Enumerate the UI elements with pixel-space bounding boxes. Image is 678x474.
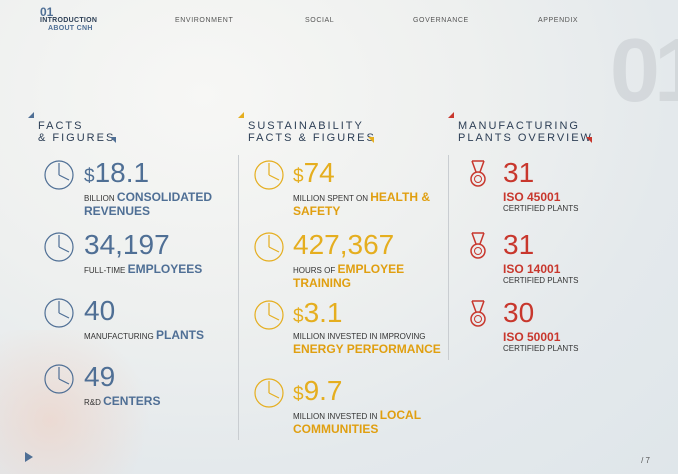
figure-number: 49 bbox=[84, 361, 116, 392]
nav-link[interactable]: APPENDIX bbox=[538, 17, 579, 24]
description-text: CERTIFIED PLANTS bbox=[503, 276, 579, 285]
description-text: R&D bbox=[84, 398, 101, 407]
divider bbox=[448, 155, 449, 360]
column-title: & FIGURES bbox=[38, 132, 116, 144]
icon bbox=[44, 232, 74, 262]
watermark: 01 bbox=[609, 21, 678, 121]
description: HOURS OF EMPLOYEE TRAINING bbox=[293, 263, 443, 291]
description-text: MILLION INVESTED IN IMPROVING bbox=[293, 332, 426, 341]
figure-number: 30 bbox=[503, 297, 535, 328]
figure: 30 bbox=[503, 298, 534, 328]
title-mark bbox=[448, 112, 454, 118]
title-mark bbox=[586, 137, 592, 143]
figure: 40 bbox=[84, 296, 115, 326]
highlight: EMPLOYEE TRAINING bbox=[293, 262, 405, 290]
figure-number: 34,197 bbox=[84, 229, 170, 260]
description: R&D CENTERS bbox=[84, 395, 234, 409]
title-mark bbox=[238, 112, 244, 118]
figure-number: 74 bbox=[303, 157, 335, 188]
description-text: HOURS OF bbox=[293, 266, 336, 275]
highlight: PLANTS bbox=[156, 328, 205, 342]
icon bbox=[254, 232, 284, 262]
figure-number: 427,367 bbox=[293, 229, 395, 260]
figure-number: 18.1 bbox=[94, 157, 150, 188]
figure: $9.7 bbox=[293, 376, 343, 410]
highlight: ISO 50001 bbox=[503, 330, 561, 344]
figure: $18.1 bbox=[84, 158, 149, 192]
icon bbox=[44, 160, 74, 190]
nav-link[interactable]: SOCIAL bbox=[305, 17, 335, 24]
description-text: FULL-TIME bbox=[84, 266, 126, 275]
icon bbox=[44, 298, 74, 328]
figure-number: 31 bbox=[503, 229, 535, 260]
description-text: CERTIFIED PLANTS bbox=[503, 204, 579, 213]
description-text: CERTIFIED PLANTS bbox=[503, 344, 579, 353]
icon bbox=[44, 364, 74, 394]
description: BILLION CONSOLIDATED REVENUES bbox=[84, 191, 234, 219]
title-mark bbox=[28, 112, 34, 118]
highlight: LOCAL COMMUNITIES bbox=[293, 408, 421, 436]
figure: 49 bbox=[84, 362, 115, 392]
description: FULL-TIME EMPLOYEES bbox=[84, 263, 234, 277]
figure: 31 bbox=[503, 158, 534, 188]
title-mark bbox=[368, 137, 374, 143]
figure: 427,367 bbox=[293, 230, 394, 260]
highlight: HEALTH & SAFETY bbox=[293, 190, 430, 218]
figure: $74 bbox=[293, 158, 335, 192]
corner-mark bbox=[25, 452, 33, 462]
figure-prefix: $ bbox=[293, 166, 304, 187]
section-title: INTRODUCTION bbox=[40, 17, 98, 24]
figure-prefix: $ bbox=[293, 384, 304, 405]
highlight: ISO 45001 bbox=[503, 190, 561, 204]
highlight: EMPLOYEES bbox=[127, 262, 203, 276]
column-title: FACTS & FIGURES bbox=[248, 132, 376, 144]
description: MILLION SPENT ON HEALTH & SAFETY bbox=[293, 191, 443, 219]
icon bbox=[470, 232, 486, 259]
description-text: MANUFACTURING bbox=[84, 332, 154, 341]
figure-number: 3.1 bbox=[303, 297, 343, 328]
figure-prefix: $ bbox=[293, 306, 304, 327]
description: MANUFACTURING PLANTS bbox=[84, 329, 234, 343]
column-title: FACTS bbox=[38, 120, 84, 132]
section-subtitle: ABOUT CNH bbox=[48, 25, 93, 32]
figure: 31 bbox=[503, 230, 534, 260]
column-title: PLANTS OVERVIEW bbox=[458, 132, 593, 144]
description: ISO 50001 CERTIFIED PLANTS bbox=[503, 331, 653, 355]
description: MILLION INVESTED IN LOCAL COMMUNITIES bbox=[293, 409, 443, 437]
icon bbox=[254, 300, 284, 330]
column-title: MANUFACTURING bbox=[458, 120, 580, 132]
icon bbox=[470, 300, 486, 327]
icon bbox=[254, 160, 284, 190]
highlight: CENTERS bbox=[103, 394, 161, 408]
nav-link[interactable]: ENVIRONMENT bbox=[175, 17, 234, 24]
figure-number: 31 bbox=[503, 157, 535, 188]
description-text: MILLION SPENT ON bbox=[293, 194, 368, 203]
figure-prefix: $ bbox=[84, 166, 95, 187]
highlight: ENERGY PERFORMANCE bbox=[293, 342, 441, 356]
description-text: BILLION bbox=[84, 194, 115, 203]
figure-number: 40 bbox=[84, 295, 116, 326]
icon bbox=[254, 378, 284, 408]
divider bbox=[238, 155, 239, 440]
logo: 01 bbox=[40, 5, 54, 19]
description-text: MILLION INVESTED IN bbox=[293, 412, 378, 421]
nav-link[interactable]: GOVERNANCE bbox=[413, 17, 469, 24]
description: ISO 45001 CERTIFIED PLANTS bbox=[503, 191, 653, 215]
page-number: / 7 bbox=[641, 456, 650, 465]
icon bbox=[470, 160, 486, 187]
description: ISO 14001 CERTIFIED PLANTS bbox=[503, 263, 653, 287]
column-title: SUSTAINABILITY bbox=[248, 120, 364, 132]
figure: $3.1 bbox=[293, 298, 343, 332]
figure-number: 9.7 bbox=[303, 375, 343, 406]
highlight: ISO 14001 bbox=[503, 262, 561, 276]
title-mark bbox=[110, 137, 116, 143]
figure: 34,197 bbox=[84, 230, 170, 260]
description: MILLION INVESTED IN IMPROVING ENERGY PER… bbox=[293, 331, 443, 357]
highlight: CONSOLIDATED REVENUES bbox=[84, 190, 213, 218]
